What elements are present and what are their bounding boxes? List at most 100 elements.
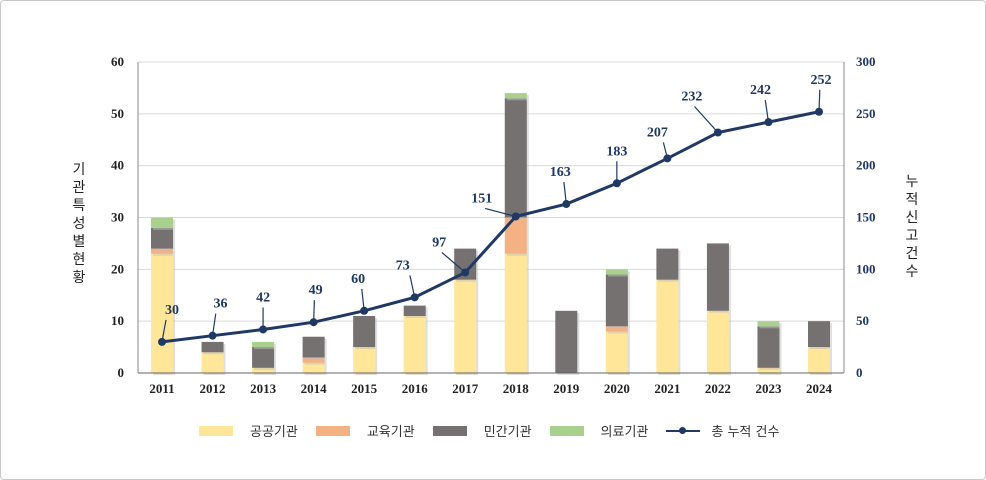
cumulative-point (511, 212, 520, 221)
bar-segment-공공기관 (504, 253, 527, 373)
cumulative-point (562, 200, 571, 209)
data-label-leader (694, 106, 719, 133)
data-label: 36 (214, 297, 228, 312)
left-tick-label: 30 (111, 210, 124, 225)
cumulative-point (461, 268, 470, 277)
cumulative-point (815, 107, 823, 116)
bar-segment-의료기관 (504, 93, 527, 99)
left-tick-label: 60 (111, 54, 124, 69)
bar-segment-공공기관 (454, 279, 477, 373)
right-tick-label: 200 (856, 158, 876, 173)
legend-label: 총 누적 건수 (711, 425, 780, 440)
data-label: 151 (471, 191, 492, 206)
bar-segment-교육기관 (605, 326, 628, 332)
bar-segment-민간기관 (706, 243, 729, 311)
bar-segment-민간기관 (353, 315, 376, 348)
cumulative-point (663, 154, 672, 163)
bar-segment-교육기관 (302, 357, 325, 363)
data-label: 42 (256, 290, 270, 305)
cumulative-point (360, 306, 369, 315)
legend-item-public: 공공기관 (199, 421, 298, 440)
left-tick-label: 0 (118, 365, 125, 380)
bar-segment-공공기관 (706, 310, 729, 373)
bar-segment-민간기관 (656, 248, 679, 280)
cumulative-point (208, 331, 217, 340)
data-label: 183 (606, 144, 627, 159)
bar-segment-민간기관 (302, 336, 325, 358)
data-label-leader (441, 251, 466, 273)
x-tick-label: 2023 (755, 381, 782, 396)
bar-segment-민간기관 (151, 227, 173, 249)
bar-segment-공공기관 (252, 367, 275, 373)
data-label: 163 (550, 165, 571, 180)
data-label: 73 (396, 258, 410, 273)
bar-segment-의료기관 (757, 321, 780, 327)
bar-segment-민간기관 (757, 326, 780, 368)
bar-segment-의료기관 (252, 341, 275, 348)
x-tick-label: 2019 (553, 381, 580, 396)
data-label: 242 (750, 83, 771, 98)
x-tick-label: 2012 (200, 381, 226, 396)
bar-segment-교육기관 (504, 217, 527, 254)
bar-segment-민간기관 (808, 321, 830, 348)
bar-segment-교육기관 (151, 248, 173, 254)
legend-label: 공공기관 (250, 425, 298, 440)
bar-segment-민간기관 (504, 98, 527, 218)
bar-segment-공공기관 (302, 362, 325, 373)
left-tick-label: 20 (111, 261, 124, 276)
right-tick-label: 250 (856, 106, 876, 121)
data-label: 60 (351, 272, 365, 287)
right-tick-label: 50 (856, 313, 869, 328)
right-axis-label: 누적 신고 건수 (905, 174, 919, 280)
bar-segment-의료기관 (151, 217, 173, 228)
bar-segment-민간기관 (454, 248, 477, 280)
bar-segment-민간기관 (403, 305, 426, 316)
x-tick-label: 2024 (806, 381, 833, 396)
legend-label: 민간기관 (483, 425, 532, 440)
data-label: 252 (811, 73, 832, 88)
bar-segment-민간기관 (555, 310, 578, 373)
left-axis-label: 기관 특성별 현황 (72, 162, 86, 286)
x-tick-label: 2022 (705, 381, 731, 396)
bar-segment-민간기관 (605, 274, 628, 327)
cumulative-point (612, 179, 621, 188)
cumulative-point (764, 118, 773, 127)
x-tick-label: 2018 (503, 381, 530, 396)
data-label: 232 (681, 89, 702, 104)
legend: 공공기관 교육기관 민간기관 의료기관 총 누적 건수 (199, 421, 797, 440)
x-tick-label: 2021 (654, 381, 680, 396)
right-tick-label: 300 (856, 54, 876, 69)
legend-label: 의료기관 (600, 425, 649, 440)
data-label: 97 (432, 235, 446, 250)
bar-segment-공공기관 (403, 315, 426, 373)
right-tick-label: 150 (856, 210, 876, 225)
right-tick-label: 100 (856, 261, 876, 276)
legend-item-private: 민간기관 (432, 421, 532, 440)
x-tick-label: 2015 (351, 381, 378, 396)
left-tick-label: 50 (111, 106, 124, 121)
bar-segment-민간기관 (201, 341, 224, 353)
bar-segment-민간기관 (252, 347, 275, 368)
bar-segment-의료기관 (605, 269, 628, 275)
right-tick-label: 0 (856, 365, 863, 380)
legend-label: 교육기관 (366, 425, 415, 440)
x-tick-label: 2017 (452, 381, 479, 396)
bar-segment-공공기관 (757, 367, 780, 373)
x-tick-label: 2020 (604, 381, 630, 396)
bar-segment-공공기관 (151, 253, 173, 373)
x-tick-label: 2013 (250, 381, 277, 396)
x-tick-label: 2014 (301, 381, 328, 396)
bar-segment-공공기관 (201, 352, 224, 373)
bar-segment-공공기관 (656, 279, 679, 373)
legend-item-education: 교육기관 (315, 421, 415, 440)
data-label: 49 (309, 283, 323, 298)
left-tick-label: 10 (111, 313, 124, 328)
left-tick-label: 40 (111, 158, 124, 173)
bar-segment-공공기관 (808, 347, 830, 373)
legend-item-cumulative: 총 누적 건수 (666, 421, 779, 440)
x-tick-label: 2011 (149, 381, 174, 396)
data-label: 207 (647, 125, 668, 140)
legend-item-medical: 의료기관 (549, 421, 649, 440)
